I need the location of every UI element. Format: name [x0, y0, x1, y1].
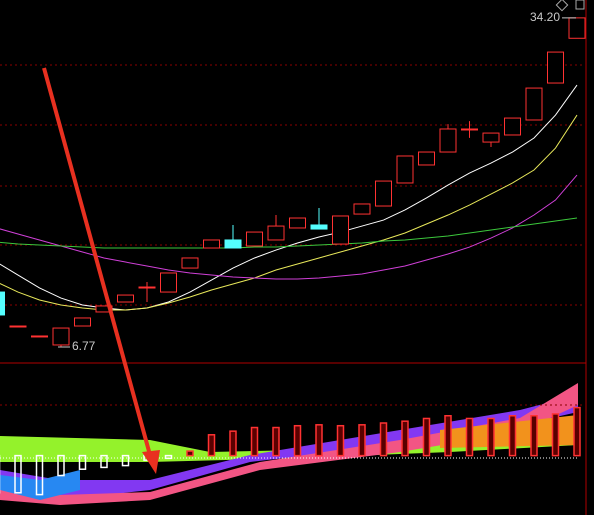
candle-body	[224, 239, 242, 249]
indicator-bar	[551, 413, 560, 457]
indicator-bar	[272, 426, 280, 457]
indicator-bar	[207, 434, 216, 457]
candle-body	[310, 224, 328, 230]
candle-body	[375, 180, 392, 207]
candle-body	[525, 87, 543, 121]
moving-average	[0, 84, 578, 311]
indicator-bar	[35, 454, 44, 496]
candle-body	[289, 217, 306, 229]
candle-body	[246, 231, 263, 247]
indicator-bar	[336, 424, 345, 457]
indicator-bar	[508, 415, 517, 457]
candle-body	[482, 132, 500, 143]
indicator-bar	[100, 454, 108, 469]
candle-body	[160, 272, 177, 293]
arrow	[42, 67, 160, 474]
indicator-bar	[121, 454, 130, 467]
indicator-bar	[186, 450, 194, 457]
indicator-bar	[78, 454, 87, 470]
candle-body	[138, 286, 156, 289]
candle-body	[461, 128, 478, 131]
indicator-bar	[487, 417, 495, 457]
indicator-bar	[530, 415, 538, 457]
candle-body	[332, 215, 349, 245]
candle-body	[0, 291, 5, 316]
indicator-bar	[57, 454, 65, 477]
low-label: 6.77	[72, 339, 96, 353]
moving-average	[0, 114, 578, 311]
indicator-bar	[379, 422, 388, 457]
candle-body	[31, 335, 48, 338]
candle-body	[504, 117, 521, 136]
indicator-bar	[465, 417, 474, 457]
candle-body	[353, 203, 371, 215]
candle-body	[9, 325, 27, 328]
candle-body	[547, 51, 564, 84]
candle-body	[117, 294, 134, 303]
candle-body	[203, 239, 220, 249]
indicator-bar	[358, 424, 366, 457]
indicator-bar	[573, 406, 581, 457]
candle-body	[267, 225, 285, 241]
indicator-bar	[444, 415, 452, 457]
candle-body	[181, 257, 199, 269]
candle-body	[396, 155, 414, 184]
candle-body	[418, 151, 435, 166]
candle-body	[568, 17, 586, 39]
indicator-bar	[164, 454, 173, 460]
high-label: 34.20	[530, 10, 560, 24]
candle-body	[52, 327, 70, 346]
candle-body	[439, 128, 457, 153]
candle-body	[74, 317, 91, 327]
diamond-icon	[555, 0, 569, 12]
square-icon	[575, 0, 585, 10]
indicator-bar	[315, 424, 323, 457]
indicator-bar	[401, 420, 409, 457]
indicator-bar	[422, 417, 431, 457]
indicator-bar	[229, 430, 237, 457]
indicator-bar	[293, 424, 302, 457]
indicator-bar	[250, 426, 259, 457]
indicator-bar	[14, 454, 22, 494]
